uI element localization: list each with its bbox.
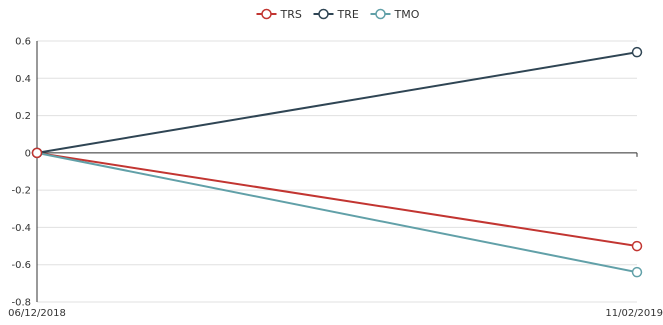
y-tick-label: -0.2 [11,186,31,197]
legend-circle-icon [318,8,329,20]
legend-circle-icon [375,8,386,20]
x-tick-label: 06/12/2018 [8,308,66,319]
y-tick-label: 0.6 [15,37,31,48]
legend-circle-icon [261,8,272,20]
y-tick-label: 0.2 [15,111,31,122]
data-point-trs[interactable] [31,147,43,159]
data-point-tre[interactable] [631,46,643,58]
axes: 0.6 0.4 0.2 0 -0.2 -0.4 -0.6 -0.806/12/2018 11/0… [8,37,663,320]
chart-legend: TRS TRE TMO [256,8,420,21]
series-line-trs [36,151,638,248]
y-tick-label: 0.4 [15,74,31,85]
series-line-tre [36,51,638,154]
series-markers [31,46,643,278]
legend-item-trs[interactable]: TRS [256,8,302,21]
y-tick-label: 0 [25,148,31,159]
x-tick-label: 11/02/2019 [605,308,663,319]
y-tick-label: -0.8 [11,298,31,309]
legend-item-tmo[interactable]: TMO [370,8,420,21]
legend-label: TMO [394,8,420,21]
legend-item-tre[interactable]: TRE [313,8,359,21]
series-line-tmo [36,151,638,274]
data-point-tmo[interactable] [631,266,643,278]
legend-label: TRE [337,8,359,21]
series-lines [36,51,638,274]
y-tick-label: -0.6 [11,260,31,271]
data-point-trs[interactable] [631,240,643,252]
y-tick-label: -0.4 [11,223,31,234]
legend-label: TRS [280,8,302,21]
